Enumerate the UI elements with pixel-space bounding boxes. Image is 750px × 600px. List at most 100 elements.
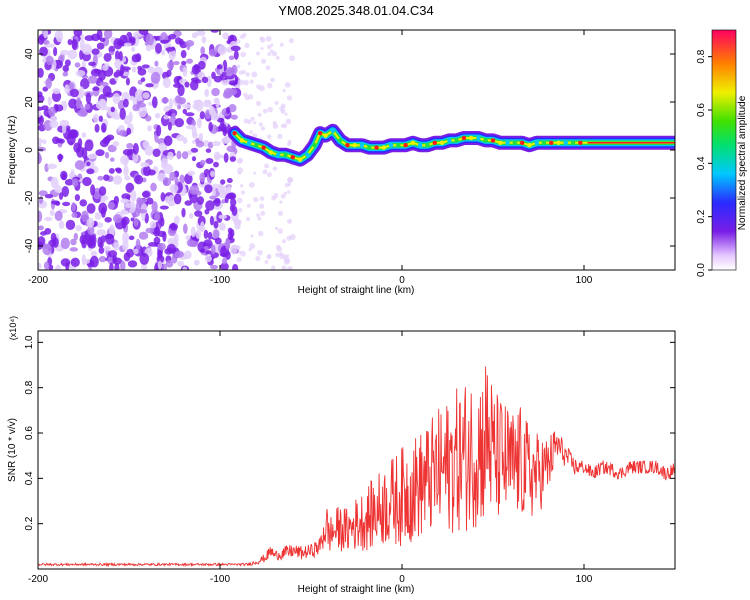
spectrogram-noise-cell	[80, 78, 90, 90]
figure-title: YM08.2025.348.01.04.C34	[278, 3, 433, 18]
spectrogram-faint-cell	[275, 252, 280, 258]
spectrogram-noise-cell	[54, 210, 63, 221]
spectrogram-noise-cell	[94, 123, 100, 133]
spectrogram-noise-cell	[74, 160, 85, 170]
spectrogram-noise-cell	[193, 99, 203, 105]
spectrogram-faint-cell	[272, 166, 278, 171]
spectrogram-faint-cell	[244, 95, 250, 101]
spectrogram-noise-cell	[134, 89, 145, 101]
spectrogram-noise-cell	[86, 168, 95, 175]
spectrogram-noise-cell	[79, 39, 85, 52]
spectrogram-noise-cell	[119, 107, 126, 120]
spectrogram-noise-cell	[203, 100, 212, 108]
spectrogram-noise-cell	[222, 32, 229, 40]
spectrogram-noise-cell	[223, 135, 231, 144]
spectrogram-noise-cell	[131, 54, 140, 63]
spectrogram-faint-cell	[237, 197, 243, 204]
spectrogram-noise-cell	[123, 165, 129, 177]
spectrogram-noise-cell	[177, 97, 187, 105]
spectrogram-noise-cell	[188, 212, 194, 219]
spectrogram-noise-cell	[224, 239, 231, 250]
spectrogram-faint-cell	[284, 182, 290, 188]
spectrogram-noise-cell	[225, 106, 231, 115]
spectrogram-faint-cell	[267, 134, 272, 139]
spectrogram-noise-cell	[165, 111, 174, 117]
spectrogram-noise-cell	[102, 64, 109, 71]
spectrogram-ridge-spot	[305, 152, 310, 157]
spectrogram-noise-cell	[87, 75, 98, 84]
spectrogram-ridge-spot	[512, 140, 518, 145]
spectrogram-faint-cell	[267, 51, 272, 57]
spectrogram-noise-cell	[137, 102, 147, 108]
spectrogram-noise-cell	[52, 237, 59, 248]
spectrogram-noise-cell	[84, 103, 91, 110]
spectrogram-noise-cell	[209, 195, 217, 200]
spectrogram-faint-cell	[242, 32, 247, 38]
spectrogram-ridge-spot	[290, 155, 295, 160]
spectrogram-noise-cell	[218, 123, 227, 132]
spectrogram-ridge-spot	[541, 140, 547, 145]
spectrogram-faint-cell	[260, 46, 264, 51]
spectrogram-noise-cell	[153, 212, 161, 221]
spectrogram-ridge-spot	[232, 131, 237, 136]
spectrogram-faint-cell	[280, 193, 286, 199]
spectrogram-noise-cell	[145, 33, 155, 46]
spectrogram-noise-cell	[38, 190, 48, 197]
spectrogram-noise-cell	[40, 231, 47, 236]
spectrogram-ridge-spot	[578, 140, 583, 145]
spectrogram-faint-cell	[274, 226, 279, 230]
spectrogram-ridge-spot	[490, 138, 496, 143]
spectrogram-noise-cell	[90, 184, 96, 196]
spectrogram-noise-cell	[128, 36, 136, 43]
spectrogram-noise-cell	[182, 103, 191, 109]
spectrogram-noise-cell	[211, 87, 220, 97]
spectrogram-noise-cell	[58, 153, 63, 163]
spectrogram-noise-cell	[107, 144, 117, 153]
spectrogram-noise-cell	[112, 257, 123, 265]
spectrogram-noise-cell	[226, 66, 234, 77]
spectrogram-faint-cell	[279, 253, 285, 260]
spectrogram-ridge-spot	[254, 143, 259, 148]
spectrogram-noise-cell	[226, 145, 236, 153]
spectrogram-noise-cell	[71, 212, 78, 218]
spectrogram-faint-cell	[236, 39, 241, 44]
spectrogram-noise-cell	[102, 85, 112, 97]
spectrogram-ridge-spot	[323, 133, 328, 138]
spectrogram-noise-cell	[99, 98, 107, 109]
colorbar-tick-label: 0.8	[696, 49, 707, 63]
spectrogram-noise-cell	[218, 214, 228, 219]
spectrogram-noise-cell	[186, 42, 191, 51]
snr-axes: -200 -100 0 100 0.2 0.4 0.6 0.8 1.0	[24, 331, 675, 585]
spectrogram-noise-cell	[157, 242, 166, 251]
spectrogram-noise-cell	[130, 189, 137, 202]
spectrogram-noise-cell	[118, 50, 123, 62]
spectrogram-noise-cell	[98, 115, 104, 122]
spectrogram-noise-cell	[131, 66, 137, 73]
spectrogram-noise-cell	[99, 37, 106, 42]
spectrogram-noise-cell	[38, 225, 44, 231]
spectrogram-faint-cell	[255, 256, 261, 262]
spectrogram-noise-cell	[92, 113, 99, 123]
spectrogram-noise-cell	[225, 250, 231, 260]
spectrogram-noise-cell	[172, 83, 182, 88]
spectrogram-noise-cell	[62, 65, 70, 72]
spectrogram-faint-cell	[277, 133, 283, 139]
spectrogram-noise-cell	[103, 174, 110, 181]
spectrogram-noise-cell	[151, 96, 158, 109]
spec-ytick-label: 20	[24, 96, 35, 108]
spectrogram-faint-cell	[287, 218, 293, 224]
spectrogram-faint-cell	[236, 256, 242, 263]
spectrogram-faint-cell	[260, 210, 266, 216]
spectrogram-ridge-spot	[276, 152, 281, 157]
spectrogram-noise-cell	[97, 175, 104, 181]
colorbar-gradient	[711, 29, 737, 271]
spectrogram-noise-cell	[155, 42, 162, 54]
spectrogram-noise-cell	[168, 98, 173, 110]
spectrogram-noise-cell	[86, 217, 95, 228]
spectrogram-noise-cell	[174, 117, 184, 128]
spectrogram-noise-cell	[92, 86, 100, 91]
spectrogram-noise-cell	[192, 132, 198, 139]
spectrogram-noise-cell	[160, 192, 166, 202]
spectrogram-noise-cell	[131, 46, 136, 52]
